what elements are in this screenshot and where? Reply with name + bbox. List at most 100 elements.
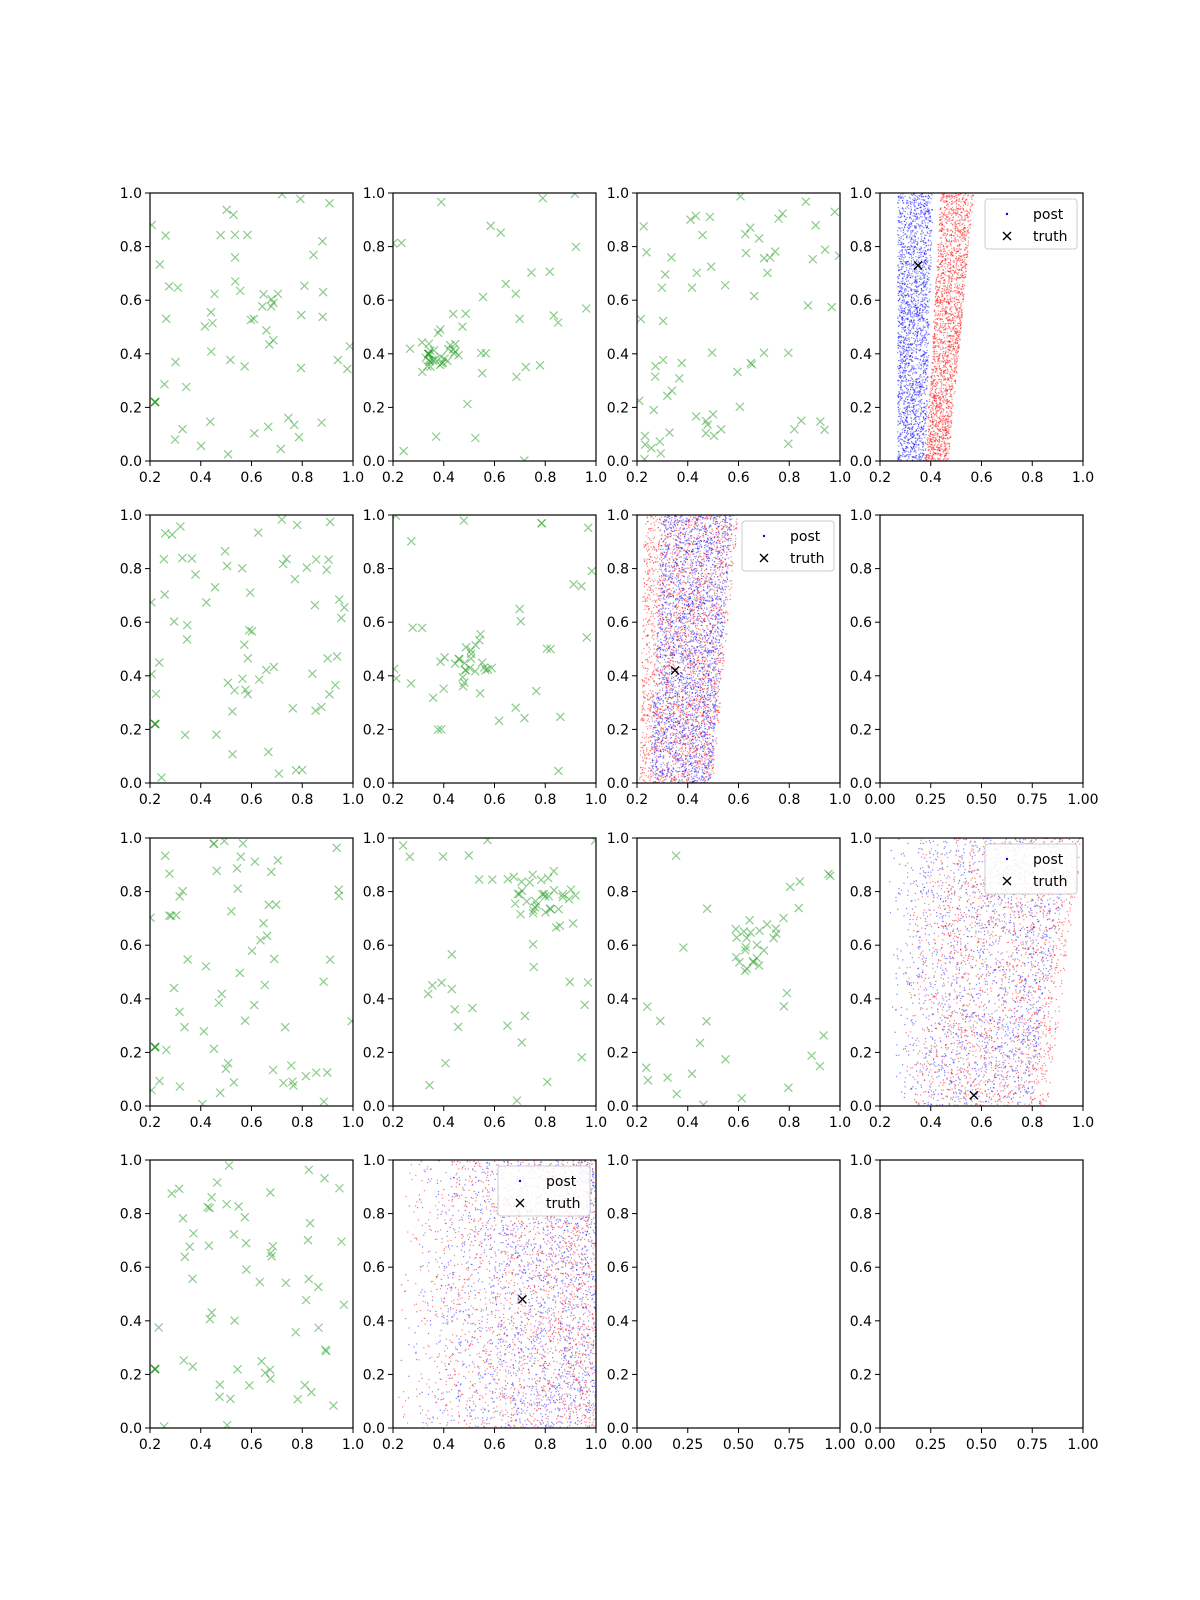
posterior-sample — [923, 409, 926, 412]
posterior-sample — [957, 265, 959, 267]
posterior-sample — [953, 248, 955, 250]
posterior-sample — [941, 393, 943, 395]
posterior-sample — [897, 395, 899, 397]
posterior-sample — [668, 532, 671, 534]
posterior-sample — [938, 268, 940, 270]
posterior-sample — [955, 265, 957, 267]
posterior-sample — [914, 285, 916, 287]
posterior-sample — [921, 230, 923, 233]
posterior-sample — [916, 344, 918, 346]
posterior-sample — [921, 290, 923, 292]
posterior-sample — [916, 403, 918, 406]
posterior-sample — [911, 315, 913, 318]
scatter-point — [307, 669, 317, 679]
posterior-sample — [898, 239, 900, 241]
posterior-sample — [907, 442, 909, 445]
posterior-sample — [952, 223, 954, 225]
posterior-sample — [923, 358, 925, 360]
posterior-sample — [965, 276, 967, 278]
posterior-sample — [917, 411, 919, 413]
posterior-sample — [960, 211, 963, 213]
posterior-sample — [903, 295, 905, 298]
posterior-sample — [899, 314, 901, 316]
posterior-sample — [699, 535, 702, 538]
posterior-sample — [958, 198, 961, 200]
posterior-sample — [926, 287, 928, 289]
posterior-sample — [919, 224, 921, 226]
posterior-sample — [924, 210, 926, 212]
posterior-sample — [941, 404, 943, 406]
posterior-sample — [906, 277, 908, 279]
posterior-sample — [929, 440, 931, 442]
scatter-point — [808, 254, 818, 264]
posterior-sample — [949, 251, 951, 254]
posterior-sample — [919, 459, 921, 461]
posterior-sample — [900, 261, 902, 263]
posterior-sample — [926, 403, 928, 405]
posterior-sample — [942, 438, 944, 440]
posterior-sample — [720, 551, 723, 554]
posterior-sample — [931, 368, 933, 371]
posterior-sample — [917, 260, 919, 262]
posterior-sample — [945, 200, 947, 202]
posterior-sample — [952, 345, 954, 347]
scatter-point — [570, 193, 580, 199]
posterior-sample — [712, 676, 714, 678]
posterior-sample — [962, 295, 965, 298]
posterior-sample — [964, 199, 967, 201]
posterior-sample — [938, 397, 940, 399]
posterior-sample — [959, 230, 961, 232]
posterior-sample — [947, 284, 949, 287]
posterior-sample — [964, 254, 966, 256]
posterior-sample — [920, 343, 923, 345]
posterior-sample — [956, 203, 958, 205]
highlight-point — [150, 397, 160, 407]
posterior-sample — [917, 203, 920, 205]
posterior-sample — [912, 229, 914, 232]
posterior-sample — [945, 428, 948, 430]
posterior-sample — [941, 443, 943, 445]
posterior-sample — [946, 340, 948, 343]
posterior-sample — [954, 338, 956, 340]
posterior-sample — [902, 287, 904, 289]
posterior-sample — [906, 251, 908, 253]
scatter-point — [325, 517, 335, 527]
posterior-sample — [940, 331, 943, 334]
posterior-sample — [945, 310, 948, 313]
posterior-sample — [942, 370, 945, 372]
y-tick-label: 0.4 — [363, 347, 385, 363]
posterior-sample — [928, 211, 930, 213]
scatter-point — [443, 356, 452, 366]
posterior-sample — [962, 232, 964, 234]
posterior-sample — [959, 236, 961, 238]
posterior-sample — [922, 204, 924, 206]
posterior-sample — [922, 232, 925, 234]
posterior-sample — [912, 264, 914, 266]
y-tick-label: 1.0 — [850, 186, 872, 202]
y-tick-label: 0.0 — [120, 776, 142, 792]
posterior-sample — [944, 423, 946, 425]
posterior-sample — [936, 412, 938, 414]
posterior-sample — [901, 392, 903, 394]
scatter-point — [154, 658, 164, 667]
posterior-sample — [953, 286, 956, 289]
posterior-sample — [915, 199, 917, 201]
posterior-sample — [905, 262, 907, 265]
posterior-sample — [960, 328, 962, 330]
posterior-sample — [919, 308, 921, 310]
posterior-sample — [957, 313, 960, 315]
posterior-sample — [909, 349, 911, 351]
posterior-sample — [922, 284, 925, 286]
scatter-point — [436, 724, 446, 734]
posterior-sample — [913, 209, 916, 211]
posterior-sample — [907, 227, 910, 230]
posterior-sample — [909, 389, 912, 391]
posterior-sample — [907, 423, 910, 425]
posterior-sample — [647, 545, 649, 548]
posterior-sample — [897, 325, 900, 327]
posterior-sample — [898, 270, 900, 272]
posterior-sample — [904, 291, 906, 293]
posterior-sample — [922, 335, 924, 337]
posterior-sample — [937, 356, 939, 358]
posterior-sample — [946, 222, 948, 224]
